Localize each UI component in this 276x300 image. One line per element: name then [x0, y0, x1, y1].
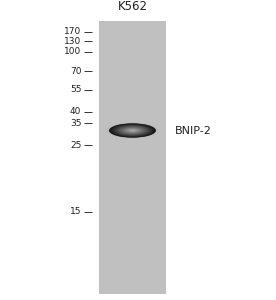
- Ellipse shape: [102, 121, 163, 140]
- Text: 55: 55: [70, 85, 81, 94]
- Ellipse shape: [117, 126, 148, 135]
- Text: 35: 35: [70, 118, 81, 127]
- Ellipse shape: [121, 127, 144, 134]
- Ellipse shape: [116, 125, 149, 136]
- Ellipse shape: [125, 128, 140, 133]
- Text: 15: 15: [70, 207, 81, 216]
- Text: K562: K562: [118, 1, 147, 13]
- Ellipse shape: [112, 124, 153, 137]
- Ellipse shape: [122, 127, 143, 134]
- Ellipse shape: [127, 129, 138, 132]
- Ellipse shape: [123, 128, 142, 133]
- Ellipse shape: [130, 130, 135, 131]
- Ellipse shape: [105, 122, 160, 139]
- Ellipse shape: [109, 123, 156, 138]
- Ellipse shape: [104, 122, 161, 140]
- Text: 130: 130: [64, 37, 81, 46]
- Text: 70: 70: [70, 67, 81, 76]
- Text: 100: 100: [64, 47, 81, 56]
- Ellipse shape: [114, 125, 151, 136]
- Ellipse shape: [131, 130, 134, 131]
- Text: 25: 25: [70, 141, 81, 150]
- Ellipse shape: [118, 126, 147, 135]
- Ellipse shape: [129, 129, 136, 132]
- Ellipse shape: [107, 123, 158, 138]
- Text: 170: 170: [64, 27, 81, 36]
- Ellipse shape: [110, 124, 155, 137]
- Ellipse shape: [126, 128, 139, 133]
- Text: 40: 40: [70, 107, 81, 116]
- Text: BNIP-2: BNIP-2: [175, 125, 212, 136]
- Ellipse shape: [113, 124, 152, 136]
- Ellipse shape: [120, 127, 145, 134]
- Ellipse shape: [109, 123, 156, 138]
- Bar: [99, 21, 166, 294]
